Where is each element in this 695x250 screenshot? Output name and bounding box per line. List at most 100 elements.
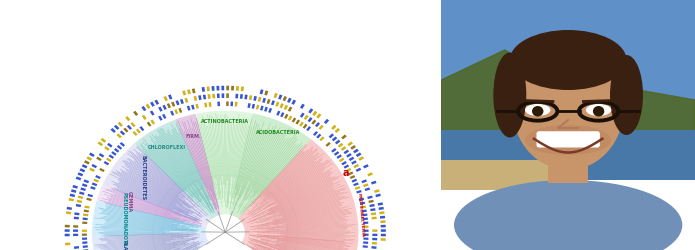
Wedge shape	[72, 185, 78, 189]
Text: PSEUDOMONADOTA: PSEUDOMONADOTA	[122, 192, 127, 246]
Wedge shape	[195, 111, 253, 215]
Wedge shape	[84, 160, 90, 164]
Wedge shape	[264, 107, 268, 112]
Wedge shape	[371, 181, 377, 184]
Wedge shape	[179, 108, 182, 113]
Wedge shape	[71, 189, 76, 193]
Ellipse shape	[493, 52, 526, 138]
Text: CHLOROFLEXI: CHLOROFLEXI	[148, 145, 186, 150]
Wedge shape	[240, 94, 243, 99]
Wedge shape	[363, 164, 369, 168]
Wedge shape	[78, 196, 83, 199]
Wedge shape	[302, 124, 307, 129]
Wedge shape	[245, 94, 247, 100]
Wedge shape	[73, 230, 78, 232]
Wedge shape	[361, 206, 366, 209]
Wedge shape	[99, 153, 104, 158]
Text: PLANCTOMYCETES: PLANCTOMYCETES	[122, 240, 126, 250]
Wedge shape	[76, 200, 82, 203]
Wedge shape	[262, 98, 266, 103]
Wedge shape	[97, 142, 103, 146]
Wedge shape	[349, 156, 354, 161]
Wedge shape	[154, 100, 159, 105]
Wedge shape	[367, 172, 373, 176]
Wedge shape	[206, 86, 210, 91]
Wedge shape	[287, 98, 292, 103]
Wedge shape	[140, 126, 145, 131]
Wedge shape	[99, 168, 105, 172]
Wedge shape	[325, 142, 331, 147]
Text: PROTEOBACTERIA: PROTEOBACTERIA	[357, 192, 365, 237]
Wedge shape	[195, 104, 199, 109]
Wedge shape	[274, 93, 278, 98]
Wedge shape	[279, 103, 284, 108]
Wedge shape	[79, 168, 85, 172]
Wedge shape	[182, 90, 186, 96]
Wedge shape	[163, 105, 167, 110]
Wedge shape	[83, 210, 89, 212]
Wedge shape	[65, 229, 70, 232]
Wedge shape	[350, 145, 356, 150]
Wedge shape	[95, 175, 101, 179]
Wedge shape	[92, 182, 97, 186]
Wedge shape	[104, 161, 109, 165]
Wedge shape	[361, 179, 367, 183]
Wedge shape	[134, 120, 218, 219]
Wedge shape	[82, 238, 87, 240]
Wedge shape	[332, 136, 337, 141]
Wedge shape	[89, 152, 95, 157]
Wedge shape	[336, 154, 342, 159]
Wedge shape	[381, 229, 386, 232]
Wedge shape	[300, 112, 304, 118]
Wedge shape	[84, 206, 90, 209]
Wedge shape	[300, 104, 305, 109]
Wedge shape	[65, 242, 70, 245]
Wedge shape	[334, 151, 339, 156]
Wedge shape	[256, 105, 259, 110]
Wedge shape	[66, 211, 72, 214]
Text: ACIDOBACTERIA: ACIDOBACTERIA	[256, 130, 301, 135]
Wedge shape	[311, 120, 316, 125]
Wedge shape	[78, 172, 83, 176]
Wedge shape	[288, 116, 293, 121]
Wedge shape	[107, 143, 113, 148]
Wedge shape	[65, 225, 70, 228]
Wedge shape	[288, 106, 293, 112]
Wedge shape	[359, 156, 364, 161]
Wedge shape	[92, 164, 97, 168]
Wedge shape	[82, 183, 88, 187]
Wedge shape	[227, 94, 229, 98]
Wedge shape	[103, 143, 212, 225]
Wedge shape	[350, 175, 355, 179]
Wedge shape	[295, 120, 300, 124]
Wedge shape	[363, 226, 368, 228]
Wedge shape	[363, 230, 368, 232]
Wedge shape	[211, 86, 215, 91]
Ellipse shape	[525, 104, 550, 116]
Wedge shape	[313, 131, 318, 136]
Wedge shape	[368, 200, 374, 203]
Text: a: a	[343, 168, 350, 178]
Wedge shape	[76, 204, 81, 207]
Wedge shape	[363, 241, 368, 244]
Wedge shape	[180, 99, 184, 104]
Bar	[441, 0, 695, 145]
Wedge shape	[373, 230, 377, 232]
Wedge shape	[231, 102, 233, 106]
Wedge shape	[187, 106, 190, 110]
Wedge shape	[222, 94, 224, 98]
Wedge shape	[363, 245, 368, 248]
Wedge shape	[81, 187, 86, 191]
Wedge shape	[231, 86, 234, 90]
Wedge shape	[260, 106, 263, 110]
Wedge shape	[74, 216, 79, 220]
Ellipse shape	[593, 106, 605, 117]
Wedge shape	[276, 111, 280, 116]
Wedge shape	[362, 214, 368, 216]
Wedge shape	[360, 202, 365, 205]
Wedge shape	[299, 122, 304, 127]
Wedge shape	[79, 192, 85, 195]
Wedge shape	[339, 158, 345, 162]
Wedge shape	[372, 242, 377, 245]
Wedge shape	[147, 122, 152, 127]
